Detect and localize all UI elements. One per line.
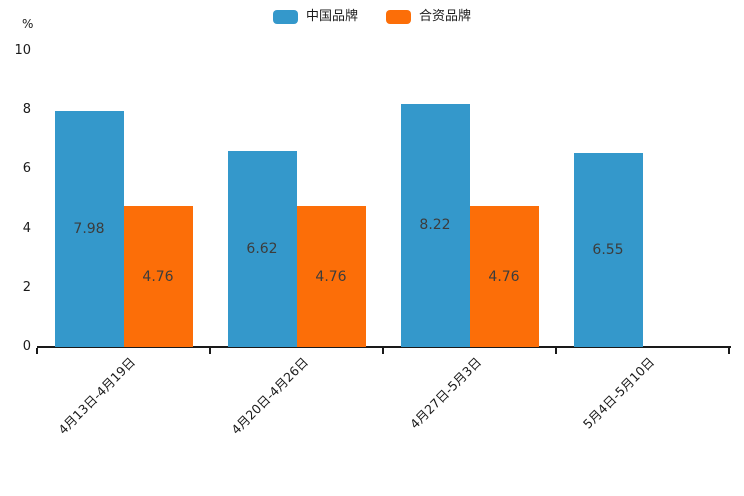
x-axis-tick-mark xyxy=(555,348,557,354)
bar-china-brand-1 xyxy=(227,151,297,347)
bar-china-brand-2 xyxy=(400,103,470,347)
y-axis-tick-label: 8 xyxy=(22,102,31,118)
x-axis-category-label: 4月20日-4月26日 xyxy=(228,354,312,438)
x-axis-tick-mark xyxy=(209,348,211,354)
legend-swatch-icon xyxy=(272,10,298,24)
bar-value-label: 4.76 xyxy=(142,268,174,285)
bar-joint-venture-brand-0 xyxy=(123,206,193,347)
bar-joint-venture-brand-1 xyxy=(296,206,366,347)
x-axis-category-label: 4月13日-4月19日 xyxy=(55,354,139,438)
y-axis-tick-label: 6 xyxy=(22,161,31,177)
x-axis-category-label: 4月27日-5月3日 xyxy=(407,354,485,432)
bar-value-label: 4.76 xyxy=(488,268,520,285)
legend-item-label: 中国品牌 xyxy=(305,9,358,24)
bar-china-brand-3 xyxy=(573,153,643,347)
y-axis-unit-label: % xyxy=(22,17,34,31)
x-axis-tick-mark xyxy=(382,348,384,354)
chart-legend: 中国品牌 合资品牌 xyxy=(0,10,744,24)
bar-value-label: 7.98 xyxy=(73,220,105,237)
x-axis-tick-mark xyxy=(728,348,730,354)
y-axis-tick-label: 2 xyxy=(22,279,31,295)
bar-value-label: 4.76 xyxy=(315,268,347,285)
x-axis-tick-mark xyxy=(36,348,38,354)
x-axis-category-label: 5月4日-5月10日 xyxy=(580,354,658,432)
bar-value-label: 6.62 xyxy=(246,241,278,258)
legend-item-label: 合资品牌 xyxy=(419,9,472,24)
bar-china-brand-0 xyxy=(54,110,124,347)
y-axis-tick-label: 4 xyxy=(22,220,31,236)
legend-item-china-brand: 中国品牌 xyxy=(272,9,358,24)
x-axis-line xyxy=(37,346,731,348)
y-axis-tick-label: 10 xyxy=(14,43,31,58)
legend-swatch-icon xyxy=(386,10,411,24)
bar-value-label: 6.55 xyxy=(592,242,624,259)
bar-value-label: 8.22 xyxy=(419,217,451,234)
y-axis-tick-label: 0 xyxy=(22,339,31,354)
bar-joint-venture-brand-2 xyxy=(469,206,539,347)
legend-item-joint-venture-brand: 合资品牌 xyxy=(386,10,471,24)
